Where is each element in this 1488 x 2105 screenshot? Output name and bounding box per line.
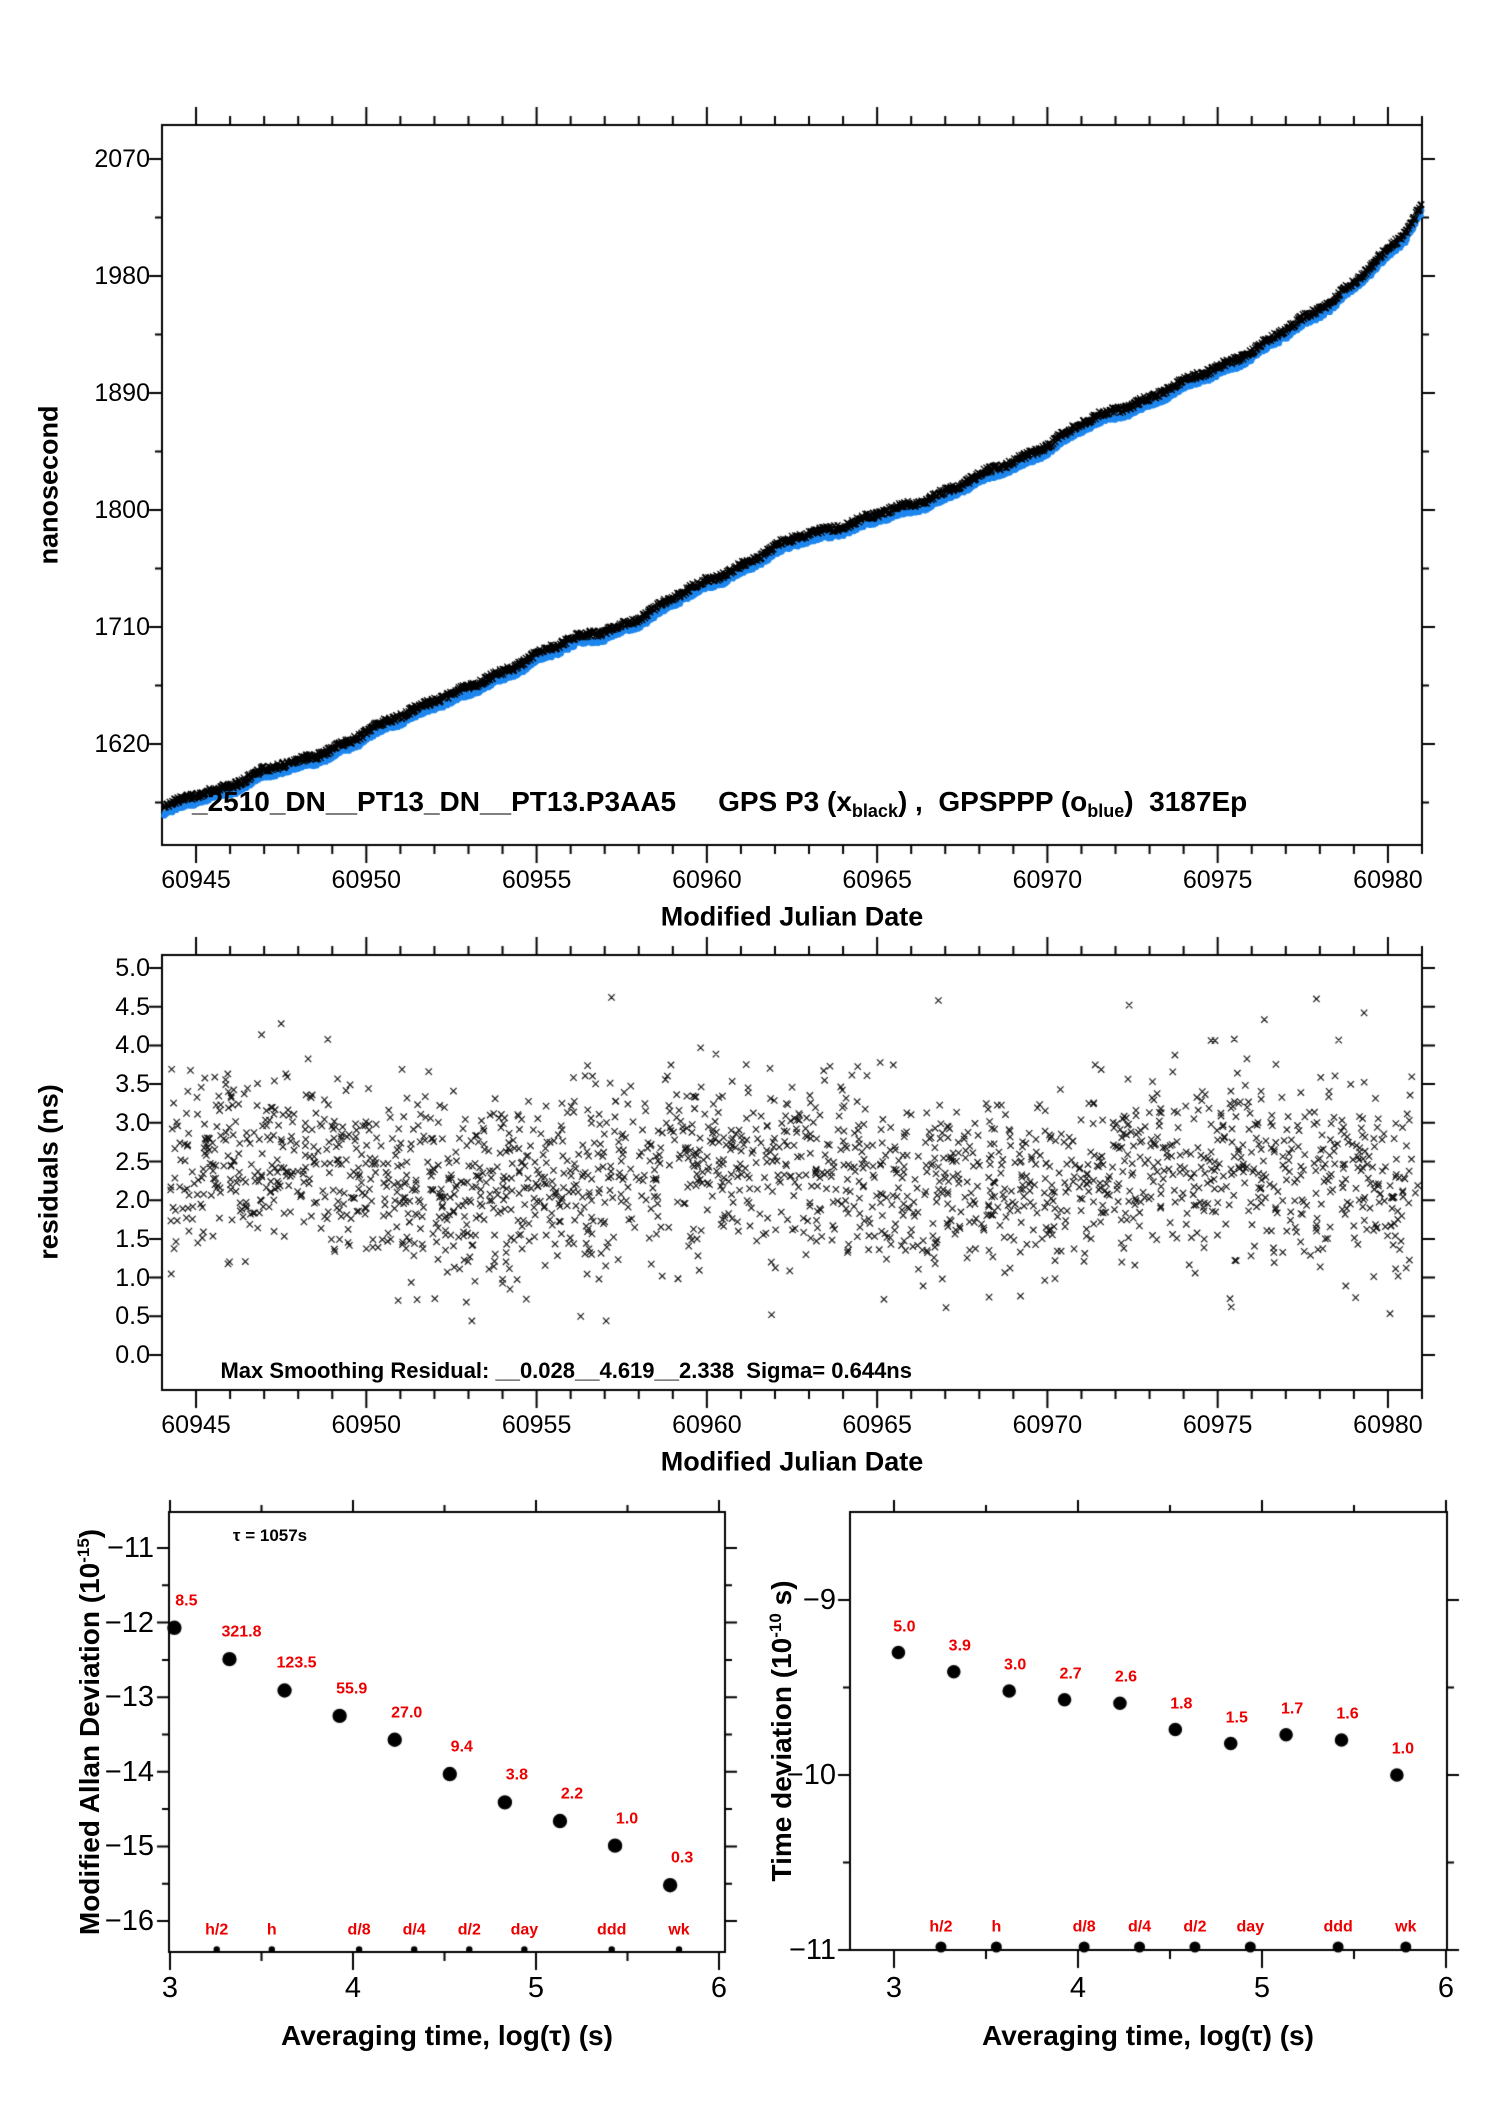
plots-canvas [0, 0, 1488, 2105]
gps-time-transfer-figure: nanosecond _2510_DN__PT13_DN__PT13.P3AA5… [0, 0, 1488, 2105]
